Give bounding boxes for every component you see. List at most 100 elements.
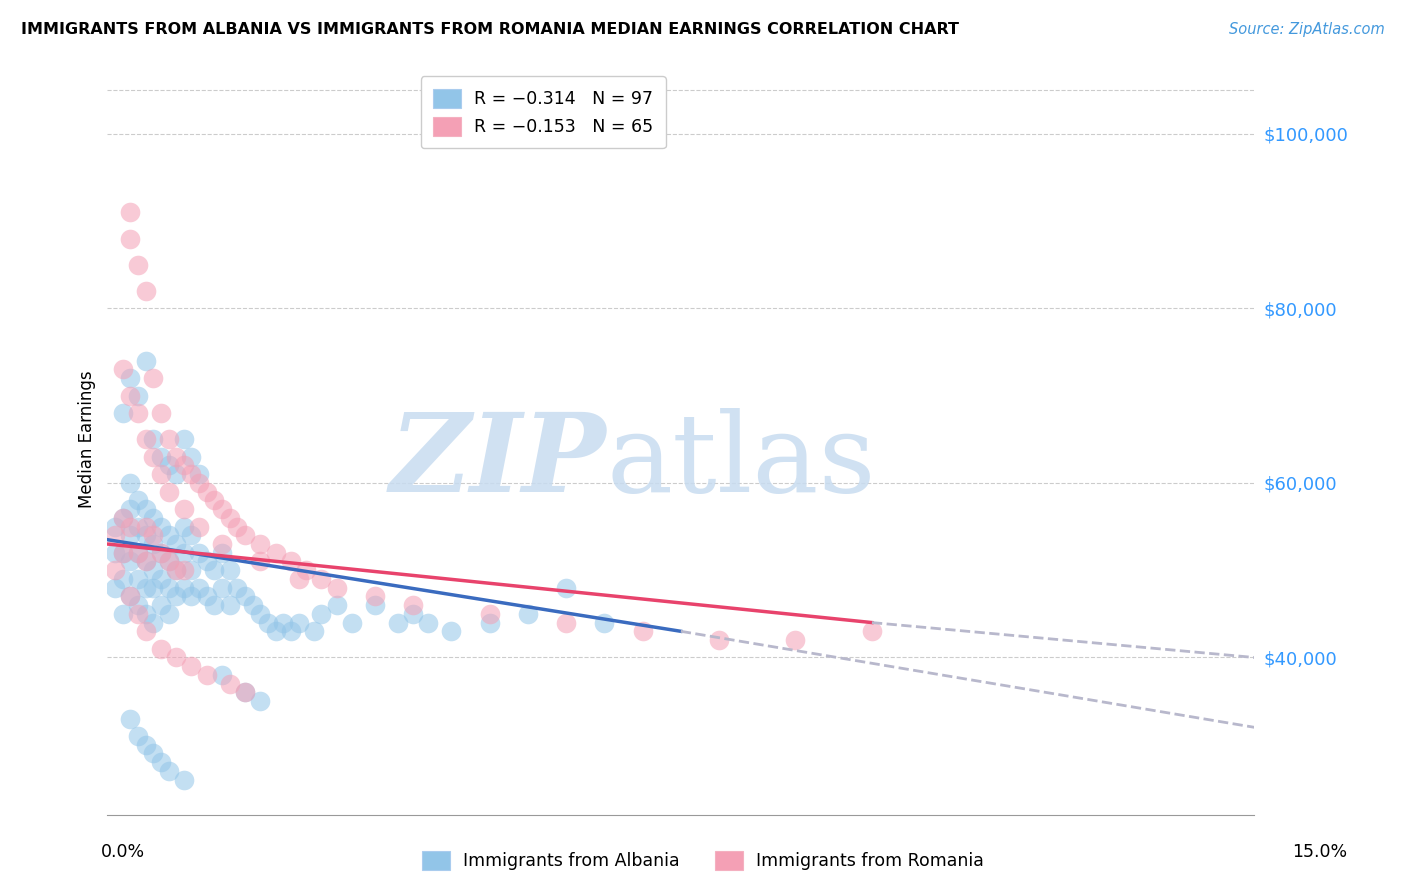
Point (180, 528, 202, 542)
Point (211, 537, 233, 551)
Point (120, 502, 142, 516)
Point (120, 712, 142, 726)
Point (165, 450, 187, 464)
Point (135, 353, 157, 368)
Point (402, 598, 425, 612)
Point (188, 519, 211, 533)
Point (127, 607, 149, 621)
Point (387, 615, 409, 630)
Point (173, 546, 195, 560)
Point (173, 581, 195, 595)
Point (111, 607, 134, 621)
Text: ZIP: ZIP (389, 408, 606, 516)
Point (326, 598, 349, 612)
Point (233, 590, 256, 604)
Point (478, 615, 501, 630)
Point (104, 581, 127, 595)
Point (142, 371, 165, 385)
Point (127, 389, 149, 403)
Point (142, 537, 165, 551)
Point (120, 371, 142, 385)
Point (149, 598, 172, 612)
Point (149, 519, 172, 533)
Point (195, 590, 218, 604)
Point (127, 493, 149, 508)
Point (142, 528, 165, 542)
Point (326, 581, 349, 595)
Point (111, 572, 134, 586)
Point (364, 590, 387, 604)
Point (104, 546, 127, 560)
Point (211, 668, 233, 682)
Point (157, 764, 180, 778)
Point (188, 475, 211, 490)
Point (120, 528, 142, 542)
Point (249, 537, 271, 551)
Point (111, 511, 134, 525)
Point (127, 598, 149, 612)
Point (135, 581, 157, 595)
Point (195, 484, 218, 499)
Point (280, 624, 302, 639)
Point (135, 528, 157, 542)
Point (195, 668, 218, 682)
Point (142, 581, 165, 595)
Point (120, 205, 142, 219)
Point (149, 467, 172, 482)
Point (226, 519, 249, 533)
Point (188, 546, 211, 560)
Point (104, 563, 127, 577)
Point (142, 511, 165, 525)
Point (111, 362, 134, 376)
Point (111, 546, 134, 560)
Point (135, 607, 157, 621)
Point (157, 433, 180, 447)
Point (211, 546, 233, 560)
Point (302, 624, 325, 639)
Point (127, 258, 149, 272)
Point (204, 563, 226, 577)
Point (233, 685, 256, 699)
Point (295, 563, 318, 577)
Point (173, 519, 195, 533)
Point (195, 554, 218, 568)
Point (218, 676, 240, 690)
Point (127, 406, 149, 420)
Point (165, 537, 187, 551)
Point (120, 519, 142, 533)
Point (149, 641, 172, 656)
Point (120, 554, 142, 568)
Point (149, 572, 172, 586)
Point (111, 406, 134, 420)
Point (173, 502, 195, 516)
Point (149, 546, 172, 560)
Point (157, 528, 180, 542)
Point (142, 450, 165, 464)
Point (142, 747, 165, 761)
Point (104, 528, 127, 542)
Point (173, 458, 195, 473)
Point (120, 590, 142, 604)
Point (142, 433, 165, 447)
Point (157, 484, 180, 499)
Point (593, 615, 616, 630)
Point (180, 590, 202, 604)
Point (135, 554, 157, 568)
Point (218, 598, 240, 612)
Point (142, 615, 165, 630)
Point (127, 546, 149, 560)
Point (165, 467, 187, 482)
Point (860, 624, 883, 639)
Point (340, 615, 363, 630)
Point (165, 563, 187, 577)
Text: 0.0%: 0.0% (101, 843, 145, 861)
Point (478, 607, 501, 621)
Point (135, 433, 157, 447)
Point (157, 581, 180, 595)
Point (165, 590, 187, 604)
Point (149, 406, 172, 420)
Legend: Immigrants from Albania, Immigrants from Romania: Immigrants from Albania, Immigrants from… (413, 842, 993, 879)
Legend: R = −0.314   N = 97, R = −0.153   N = 65: R = −0.314 N = 97, R = −0.153 N = 65 (420, 77, 665, 148)
Point (264, 624, 287, 639)
Point (120, 231, 142, 245)
